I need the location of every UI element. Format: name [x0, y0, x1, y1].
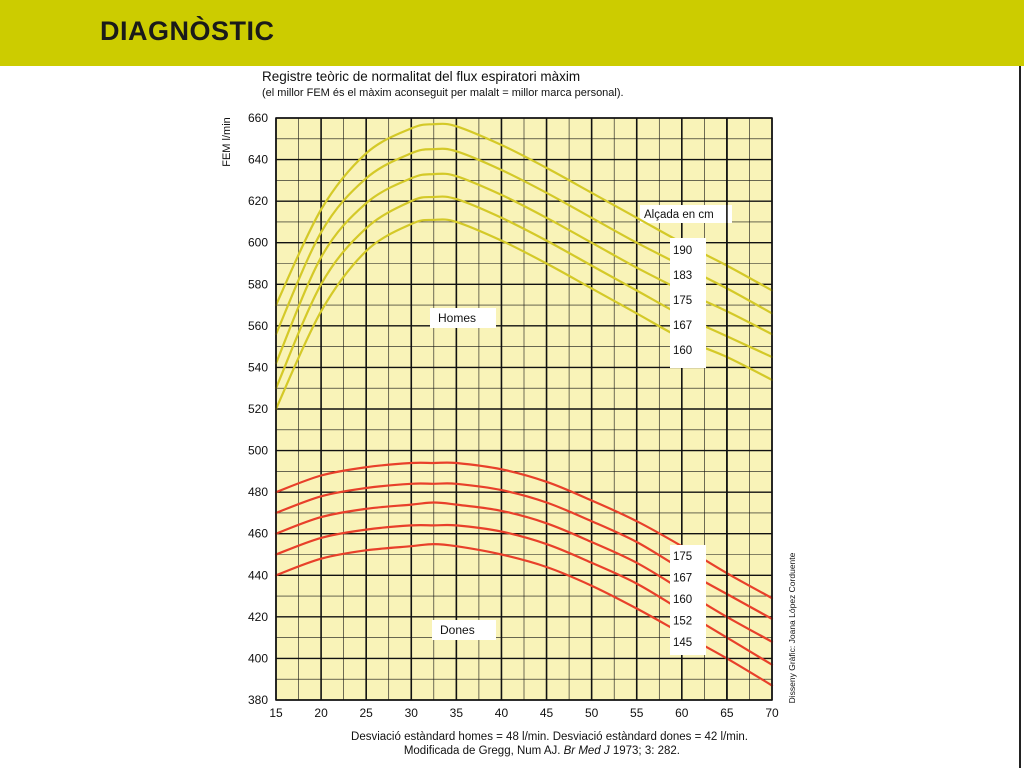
- footnote-2-suffix: 1973; 3: 282.: [610, 745, 680, 757]
- series-lines: [274, 118, 774, 700]
- x-tick-label: 50: [585, 706, 599, 720]
- y-tick-label: 500: [248, 444, 268, 458]
- y-tick-label: 600: [248, 236, 268, 250]
- women-group-label: Dones: [440, 623, 475, 637]
- height-legend-title: Alçada en cm: [644, 209, 714, 221]
- x-tick-label: 70: [765, 706, 779, 720]
- series-label-men-160: 160: [673, 345, 692, 357]
- y-axis-label: FEM l/min: [221, 117, 233, 167]
- tick-labels: 15 20 25 30 35 40 45 50 55 60 65 70 380 400 420 440 460 4…: [248, 111, 779, 720]
- y-tick-label: 420: [248, 610, 268, 624]
- plot-frame: [275, 117, 773, 701]
- women-label-box: [432, 620, 496, 640]
- y-tick-label: 520: [248, 402, 268, 416]
- series-label-men-190: 190: [673, 245, 692, 257]
- y-tick-label: 400: [248, 651, 268, 665]
- series-label-women-160: 160: [673, 594, 692, 606]
- header-bar: [0, 0, 1024, 66]
- y-tick-label: 440: [248, 568, 268, 582]
- x-tick-label: 30: [405, 706, 419, 720]
- x-tick-label: 15: [269, 706, 283, 720]
- men-label-box: [430, 308, 496, 328]
- x-tick-label: 55: [630, 706, 644, 720]
- footnote-2: Modificada de Gregg, Num AJ. Br Med J 19…: [404, 745, 680, 757]
- slide-title: DIAGNÒSTIC: [100, 16, 275, 46]
- series-label-women-175: 175: [673, 551, 692, 563]
- men-label-gap: [670, 238, 706, 368]
- y-tick-label: 640: [248, 153, 268, 167]
- x-tick-label: 20: [314, 706, 328, 720]
- footnote-2-journal: Br Med J: [564, 745, 610, 757]
- series-height-labels: 190 183 175 167 160 175 167 160 152 145: [673, 245, 692, 649]
- x-tick-label: 60: [675, 706, 689, 720]
- chart-title: Registre teòric de normalitat del flux e…: [262, 69, 580, 84]
- y-tick-label: 480: [248, 485, 268, 499]
- y-tick-label: 560: [248, 319, 268, 333]
- series-label-women-152: 152: [673, 616, 692, 628]
- y-tick-label: 460: [248, 527, 268, 541]
- x-tick-label: 40: [495, 706, 509, 720]
- series-label-men-183: 183: [673, 270, 692, 282]
- women-label-gap: [670, 545, 706, 655]
- chart-subtitle: (el millor FEM és el màxim aconseguit pe…: [262, 87, 624, 99]
- x-tick-label: 65: [720, 706, 734, 720]
- x-tick-label: 45: [540, 706, 554, 720]
- y-tick-label: 660: [248, 111, 268, 125]
- y-tick-label: 620: [248, 194, 268, 208]
- series-label-men-175: 175: [673, 295, 692, 307]
- x-tick-label: 35: [450, 706, 464, 720]
- y-tick-label: 380: [248, 693, 268, 707]
- series-label-men-167: 167: [673, 320, 692, 332]
- series-label-women-145: 145: [673, 637, 692, 649]
- series-label-women-167: 167: [673, 573, 692, 585]
- footnote-1: Desviació estàndard homes = 48 l/min. De…: [351, 731, 748, 743]
- y-tick-label: 580: [248, 277, 268, 291]
- y-tick-label: 540: [248, 360, 268, 374]
- gridlines: [275, 117, 773, 701]
- right-edge-rule: [1019, 66, 1021, 768]
- footnote-2-prefix: Modificada de Gregg, Num AJ.: [404, 745, 564, 757]
- x-tick-label: 25: [360, 706, 374, 720]
- height-legend-box: [640, 205, 732, 223]
- men-group-label: Homes: [438, 311, 476, 325]
- design-credit: Disseny Gràfic: Joana López Corduente: [787, 552, 797, 703]
